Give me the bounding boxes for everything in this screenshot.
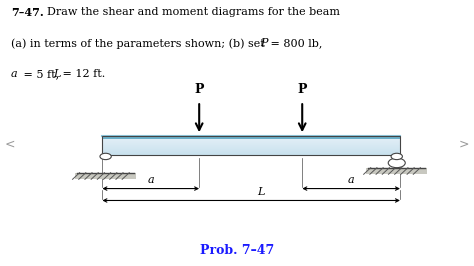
- Text: = 12 ft.: = 12 ft.: [59, 69, 105, 80]
- Bar: [102, 137, 400, 139]
- Bar: [102, 141, 400, 143]
- Circle shape: [391, 153, 402, 160]
- Text: P: P: [260, 38, 267, 48]
- Bar: [102, 150, 400, 152]
- Text: P: P: [194, 83, 204, 96]
- Bar: [102, 140, 400, 142]
- Bar: [102, 146, 400, 148]
- Bar: [102, 136, 400, 156]
- Bar: [102, 153, 400, 155]
- Bar: [102, 151, 400, 152]
- Bar: [75, 173, 137, 179]
- Text: <: <: [4, 137, 15, 150]
- Bar: [102, 149, 400, 151]
- Text: = 5 ft,: = 5 ft,: [19, 69, 62, 80]
- Bar: [102, 144, 400, 146]
- Bar: [102, 148, 400, 149]
- Bar: [102, 139, 400, 141]
- Bar: [366, 168, 428, 174]
- Text: Prob. 7–47: Prob. 7–47: [200, 244, 274, 257]
- Bar: [102, 154, 400, 156]
- Circle shape: [388, 158, 405, 168]
- Bar: [102, 138, 400, 140]
- Bar: [102, 145, 400, 147]
- Text: 7–47.: 7–47.: [11, 7, 44, 18]
- Bar: [102, 143, 400, 145]
- Text: P: P: [298, 83, 307, 96]
- Bar: [102, 147, 400, 148]
- Bar: [102, 136, 400, 138]
- Text: (a) in terms of the parameters shown; (b) set: (a) in terms of the parameters shown; (b…: [11, 38, 268, 49]
- Bar: [102, 152, 400, 153]
- Text: a: a: [147, 175, 154, 185]
- Text: L: L: [257, 187, 264, 197]
- Text: >: >: [459, 137, 470, 150]
- Circle shape: [100, 153, 111, 160]
- Bar: [102, 136, 400, 139]
- Text: a: a: [348, 175, 355, 185]
- Bar: [102, 142, 400, 144]
- Text: Draw the shear and moment diagrams for the beam: Draw the shear and moment diagrams for t…: [47, 7, 340, 17]
- Text: L: L: [53, 69, 60, 80]
- Text: a: a: [11, 69, 18, 80]
- Text: = 800 lb,: = 800 lb,: [267, 38, 322, 48]
- Bar: [102, 135, 400, 137]
